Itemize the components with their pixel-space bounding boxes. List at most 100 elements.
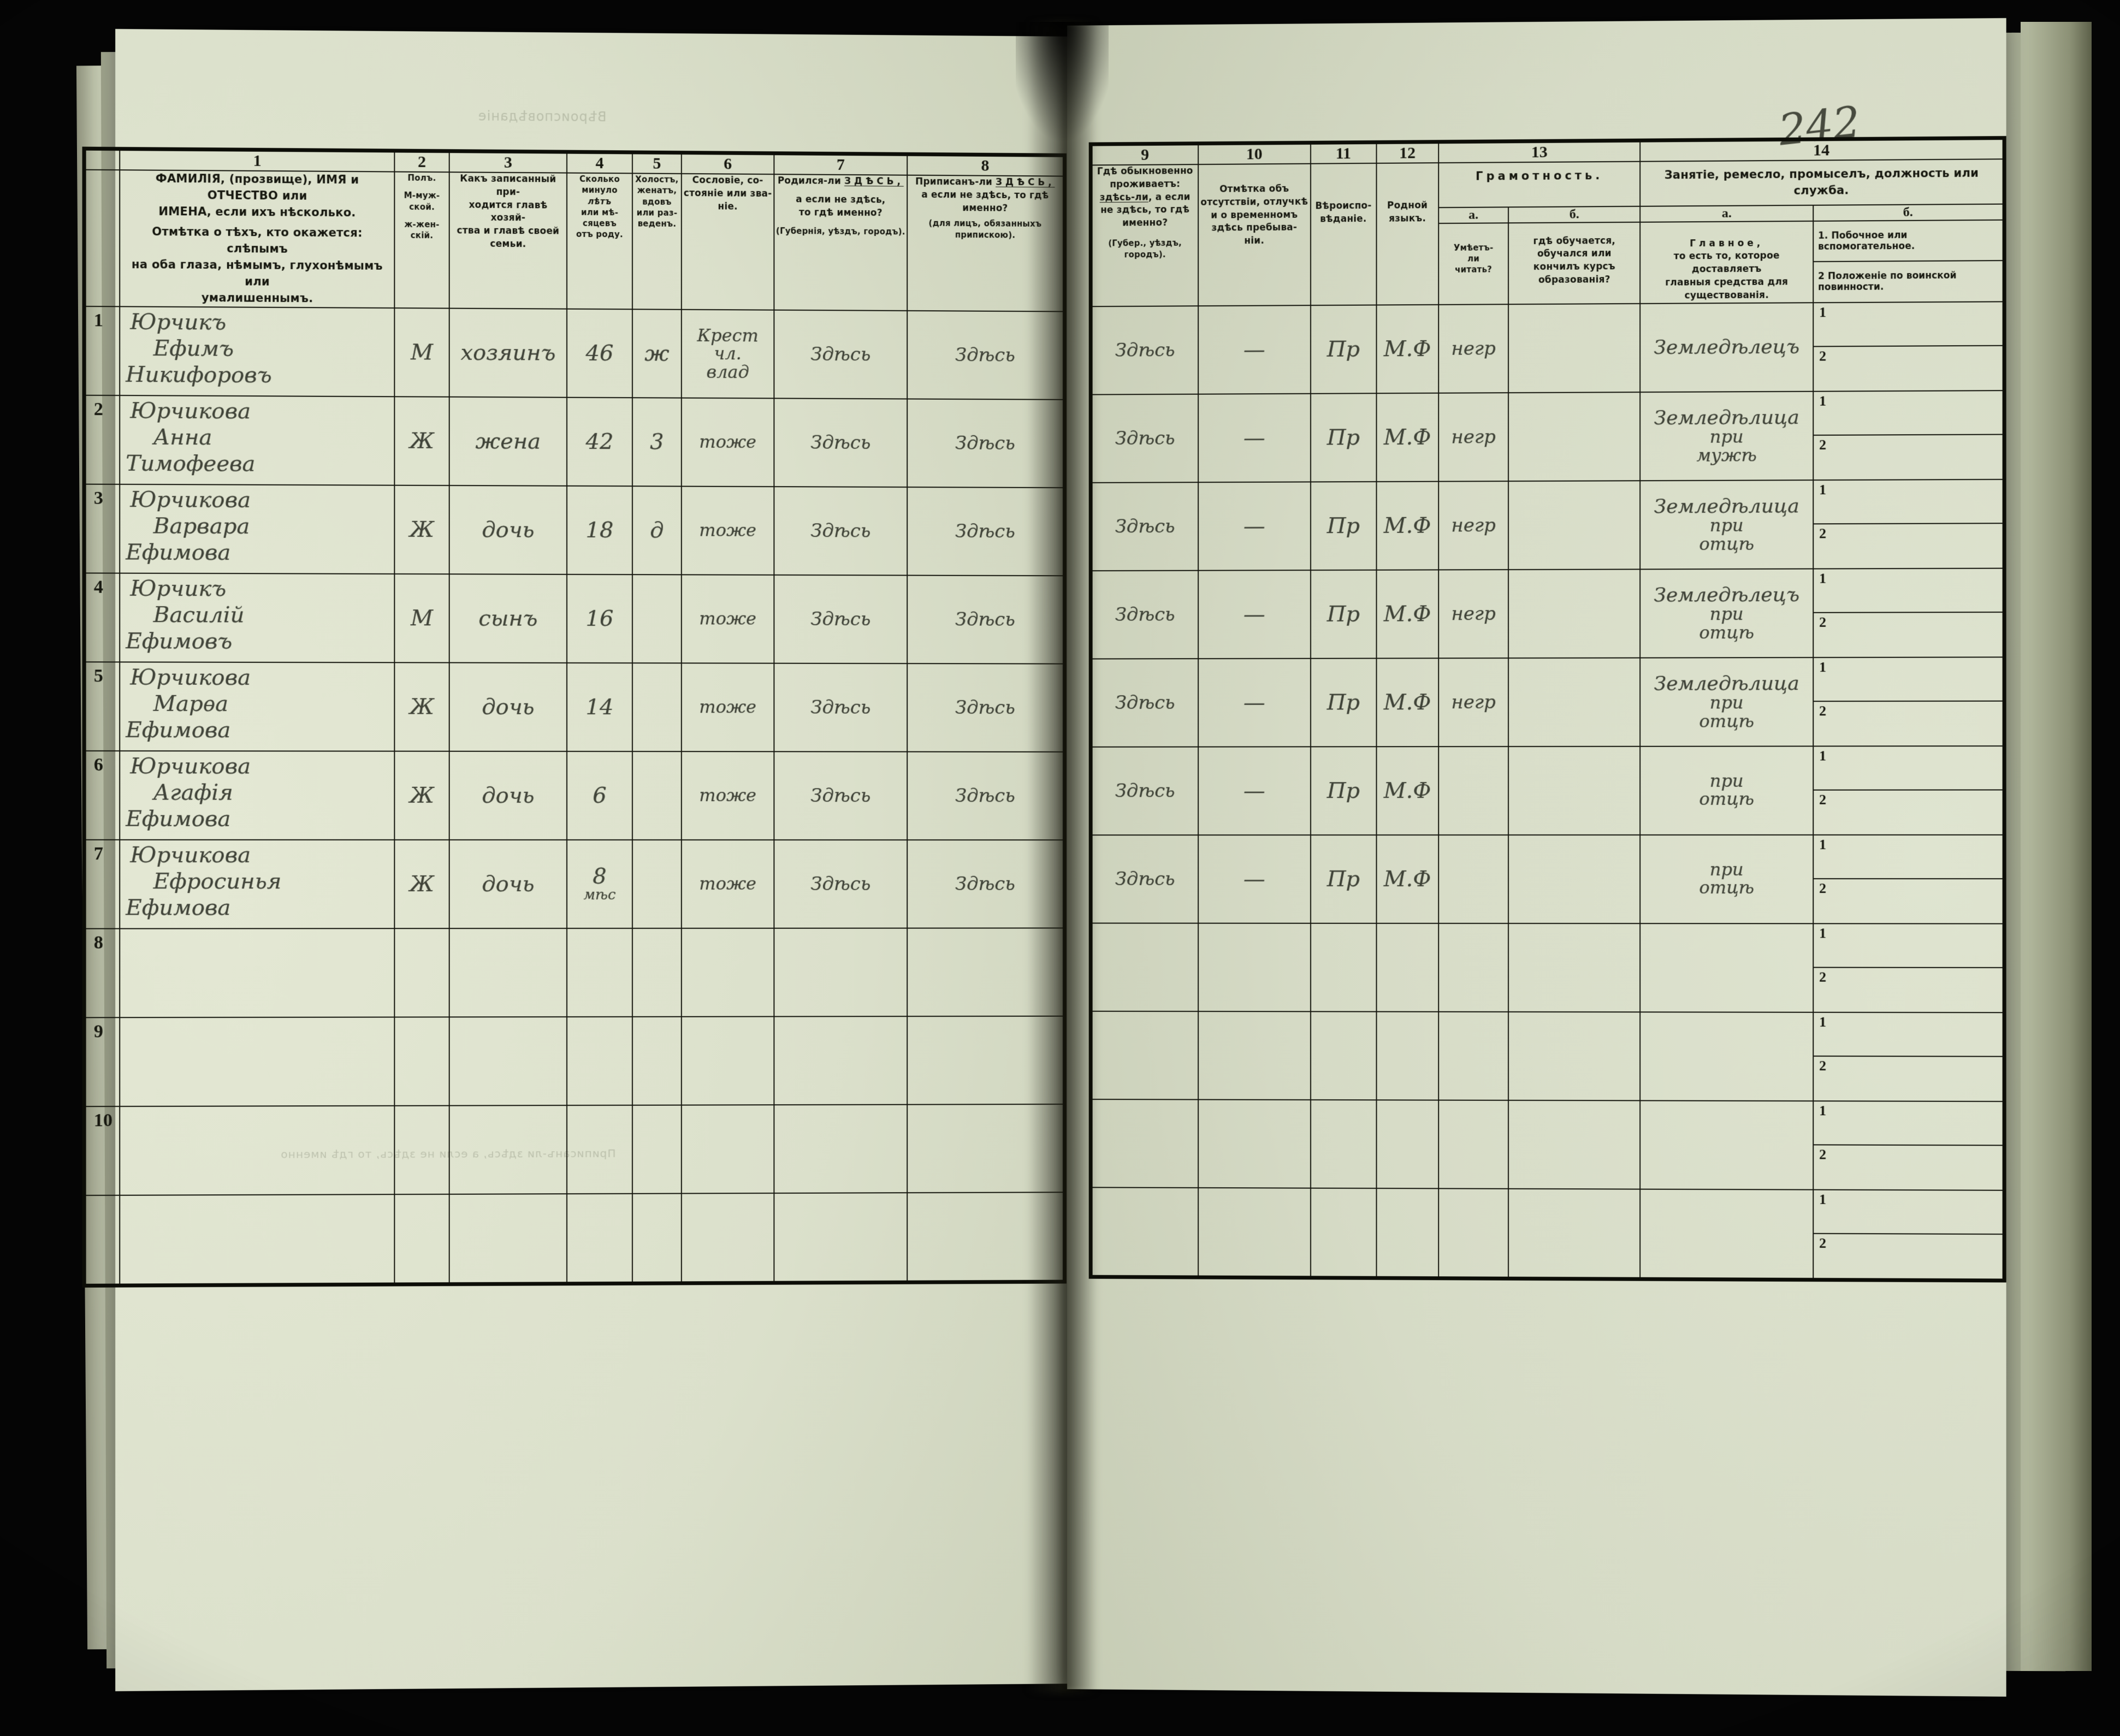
subcell-side-occupation[interactable]: 1 bbox=[1814, 835, 2003, 879]
cell-name[interactable]: Юрчикова Агафія Ефимова bbox=[120, 750, 395, 840]
cell-marital[interactable] bbox=[632, 1193, 682, 1283]
cell-language[interactable]: М.Ф bbox=[1376, 481, 1439, 570]
cell-name[interactable]: Юрчикъ Василій Ефимовъ bbox=[120, 573, 395, 662]
subcell-side-occupation[interactable]: 1 bbox=[1814, 479, 2003, 524]
subcell-military[interactable]: 2 bbox=[1814, 790, 2003, 834]
cell-absence[interactable] bbox=[1198, 1011, 1311, 1100]
cell-age[interactable]: 16 bbox=[566, 574, 632, 663]
cell-literacy-education[interactable] bbox=[1508, 657, 1641, 746]
cell-language[interactable] bbox=[1376, 923, 1439, 1012]
cell-marital[interactable] bbox=[632, 574, 682, 663]
cell-estate[interactable]: тоже bbox=[681, 574, 774, 663]
cell-sex[interactable]: М bbox=[394, 307, 449, 397]
cell-sex[interactable] bbox=[394, 1194, 449, 1284]
table-row[interactable]: Здѣсь — Пр М.Ф при отцѣ 1 2 bbox=[1091, 834, 2005, 924]
cell-marital[interactable] bbox=[632, 928, 682, 1017]
cell-residence[interactable] bbox=[1091, 923, 1198, 1011]
cell-age[interactable] bbox=[566, 1016, 632, 1105]
cell-relation[interactable]: сынъ bbox=[449, 573, 567, 663]
cell-main-occupation[interactable] bbox=[1640, 1011, 1814, 1101]
cell-name[interactable] bbox=[120, 1017, 395, 1106]
cell-residence[interactable]: Здѣсь bbox=[1091, 570, 1198, 659]
table-row[interactable]: Здѣсь — Пр М.Ф негр Земледѣлица при отцѣ 1 2 bbox=[1091, 479, 2005, 571]
cell-language[interactable] bbox=[1376, 1011, 1439, 1100]
cell-religion[interactable]: Пр bbox=[1310, 746, 1377, 835]
cell-literacy-education[interactable] bbox=[1508, 569, 1641, 658]
cell-estate[interactable]: тоже bbox=[681, 839, 774, 928]
cell-sex[interactable] bbox=[394, 1105, 449, 1194]
cell-religion[interactable]: Пр bbox=[1310, 305, 1377, 394]
cell-birthplace[interactable]: Здѣсь bbox=[774, 574, 908, 663]
subcell-military[interactable]: 2 bbox=[1814, 346, 2003, 390]
table-row[interactable] bbox=[84, 1192, 1064, 1285]
subcell-side-occupation[interactable]: 1 bbox=[1814, 1101, 2003, 1146]
cell-birthplace[interactable]: Здѣсь bbox=[774, 751, 908, 840]
cell-relation[interactable]: хозяинъ bbox=[449, 308, 567, 398]
cell-main-occupation[interactable]: Земледѣлица при отцѣ bbox=[1640, 657, 1814, 746]
subcell-side-occupation[interactable]: 1 bbox=[1814, 746, 2003, 791]
cell-literacy-read[interactable] bbox=[1438, 1100, 1509, 1189]
cell-literacy-education[interactable] bbox=[1508, 480, 1641, 570]
cell-age[interactable]: 6 bbox=[566, 751, 632, 840]
cell-sex[interactable]: М bbox=[394, 573, 449, 662]
subcell-side-occupation[interactable]: 1 bbox=[1814, 568, 2003, 613]
cell-main-occupation[interactable]: при отцѣ bbox=[1640, 834, 1814, 923]
cell-birthplace[interactable]: Здѣсь bbox=[774, 398, 908, 487]
cell-marital[interactable] bbox=[632, 751, 682, 840]
cell-residence[interactable]: Здѣсь bbox=[1091, 658, 1198, 747]
cell-age[interactable]: 18 bbox=[566, 485, 632, 574]
cell-literacy-read[interactable]: негр bbox=[1438, 304, 1509, 393]
cell-birthplace[interactable]: Здѣсь bbox=[774, 663, 908, 752]
cell-literacy-education[interactable] bbox=[1508, 1188, 1641, 1279]
cell-religion[interactable] bbox=[1310, 923, 1377, 1012]
subcell-side-occupation[interactable]: 1 bbox=[1814, 657, 2003, 702]
cell-main-occupation[interactable]: Земледѣлица при отцѣ bbox=[1640, 479, 1814, 570]
cell-religion[interactable] bbox=[1310, 1188, 1377, 1278]
cell-language[interactable]: М.Ф bbox=[1376, 393, 1439, 482]
cell-main-occupation[interactable]: при отцѣ bbox=[1640, 746, 1814, 835]
subcell-military[interactable]: 2 bbox=[1814, 1145, 2003, 1189]
cell-main-occupation[interactable]: Земледѣлецъ при отцѣ bbox=[1640, 568, 1814, 658]
cell-residence[interactable] bbox=[1091, 1187, 1198, 1277]
cell-estate[interactable]: тоже bbox=[681, 486, 774, 575]
cell-literacy-read[interactable] bbox=[1438, 1011, 1509, 1100]
cell-estate[interactable] bbox=[681, 1104, 774, 1194]
cell-absence[interactable]: — bbox=[1198, 482, 1311, 571]
subcell-military[interactable]: 2 bbox=[1814, 613, 2003, 657]
cell-marital[interactable] bbox=[632, 1105, 682, 1194]
cell-language[interactable]: М.Ф bbox=[1376, 657, 1439, 746]
cell-literacy-education[interactable] bbox=[1508, 1011, 1641, 1101]
cell-literacy-read[interactable] bbox=[1438, 834, 1509, 923]
table-row[interactable]: 9 bbox=[84, 1016, 1064, 1106]
cell-absence[interactable] bbox=[1198, 923, 1311, 1012]
cell-religion[interactable] bbox=[1310, 1099, 1377, 1188]
cell-absence[interactable]: — bbox=[1198, 746, 1311, 835]
cell-marital[interactable] bbox=[632, 1016, 682, 1105]
cell-sex[interactable]: Ж bbox=[394, 839, 449, 928]
cell-birthplace[interactable] bbox=[774, 1192, 908, 1283]
cell-religion[interactable]: Пр bbox=[1310, 834, 1377, 923]
cell-main-occupation[interactable] bbox=[1640, 923, 1814, 1012]
cell-name[interactable] bbox=[120, 928, 395, 1017]
cell-name[interactable]: Юрчикова Ефросинья Ефимова bbox=[120, 839, 395, 929]
cell-sex[interactable] bbox=[394, 928, 449, 1017]
subcell-military[interactable]: 2 bbox=[1814, 435, 2003, 479]
cell-estate[interactable]: Крест чл. влад bbox=[681, 309, 774, 398]
cell-relation[interactable]: дочь bbox=[449, 662, 567, 751]
cell-sex[interactable] bbox=[394, 1016, 449, 1106]
cell-relation[interactable]: дочь bbox=[449, 485, 567, 574]
subcell-military[interactable]: 2 bbox=[1814, 701, 2003, 745]
subcell-military[interactable]: 2 bbox=[1814, 1057, 2003, 1101]
cell-residence[interactable]: Здѣсь bbox=[1091, 305, 1198, 395]
